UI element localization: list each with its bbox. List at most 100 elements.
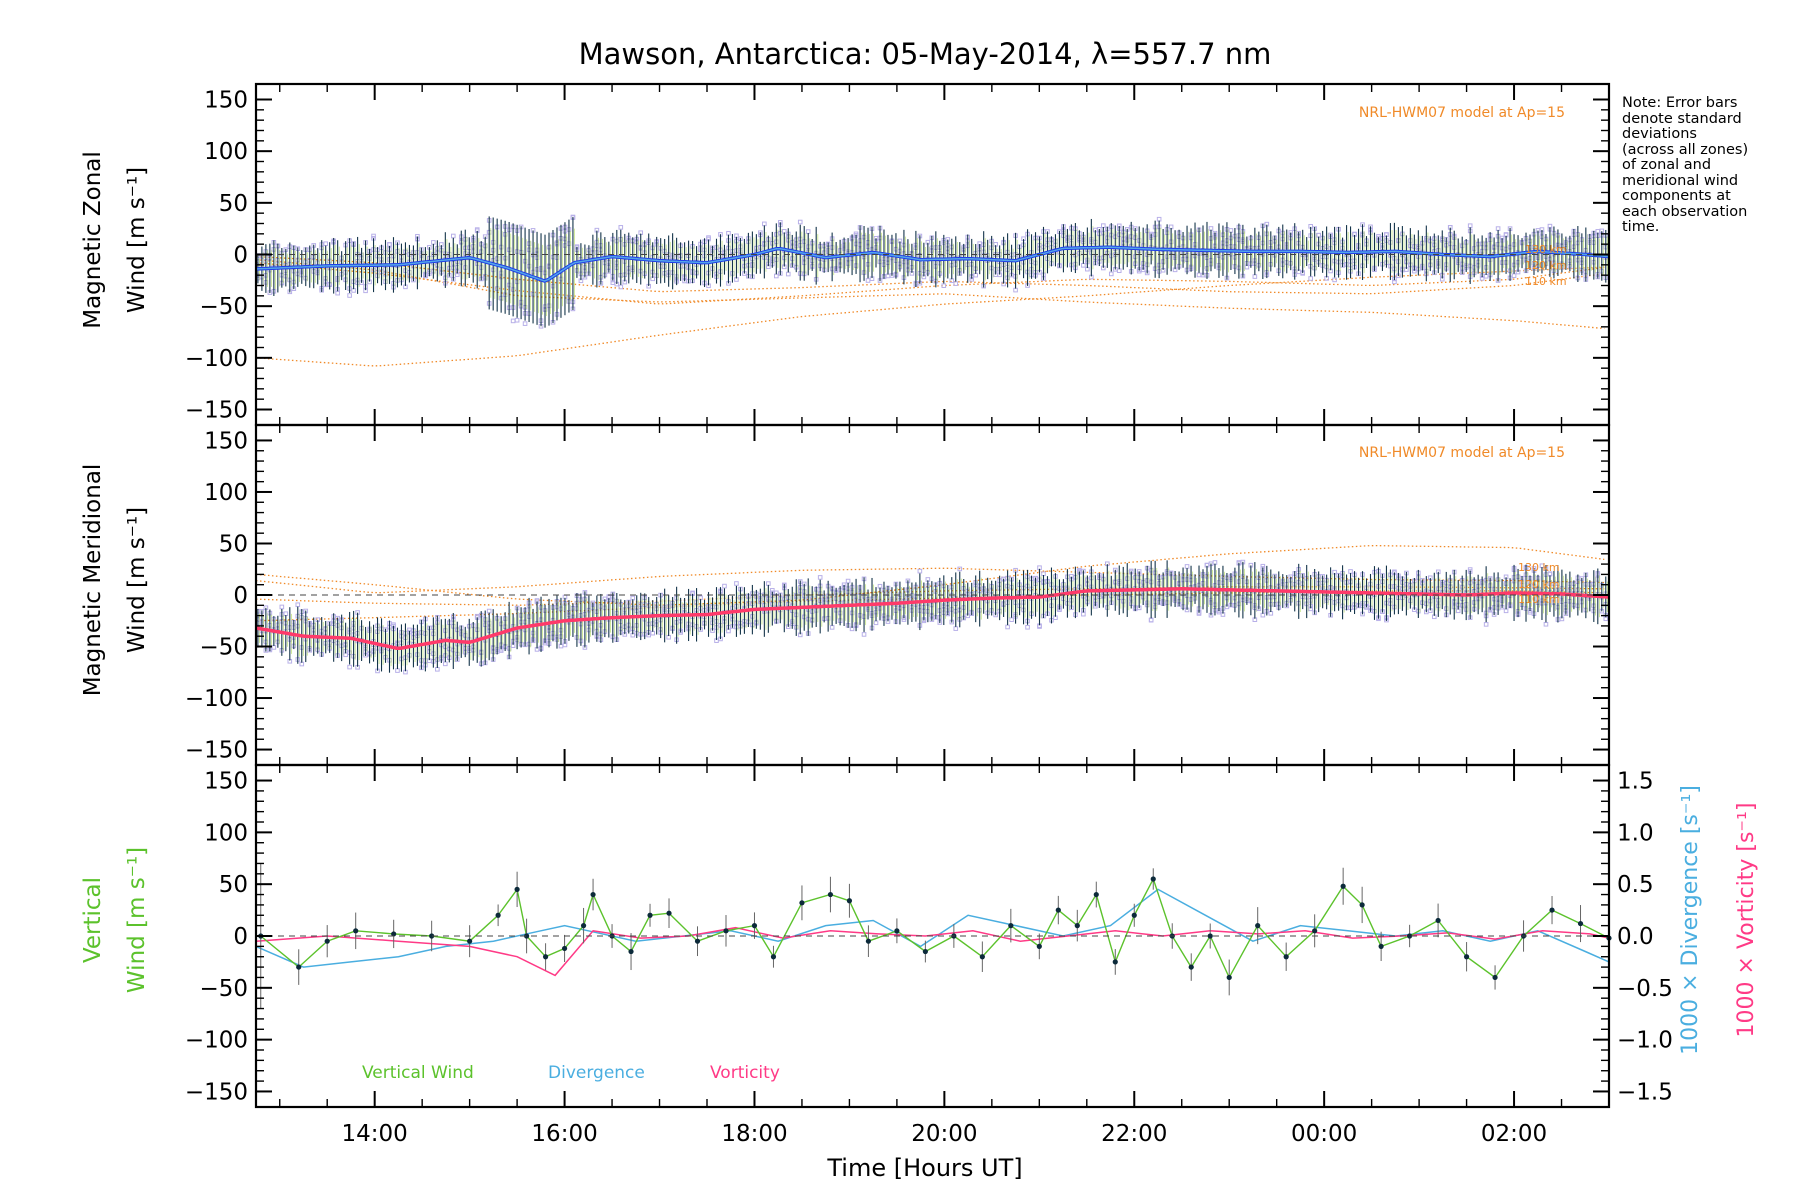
- xtick-label: 22:00: [1101, 1121, 1167, 1147]
- vertical-wind-point: [1340, 883, 1346, 889]
- vertical-wind-point: [296, 964, 302, 970]
- zone-sample-point: [762, 221, 767, 227]
- ytick-label-zonal: −50: [199, 294, 248, 320]
- zone-sample-point: [973, 272, 979, 278]
- note-line: time.: [1622, 219, 1660, 235]
- zone-sample-point: [941, 283, 947, 289]
- vertical-wind-point: [1074, 923, 1080, 929]
- vertical-wind-point: [580, 923, 587, 929]
- zone-sample-point: [1483, 622, 1489, 627]
- zone-sample-point: [805, 229, 811, 234]
- xtick-label: 16:00: [531, 1121, 597, 1147]
- y2tick-label: −1.5: [1617, 1079, 1673, 1105]
- panel-meridional: 150 100 50 0 −50 −100 −150 NRL-HWM07 model at …: [80, 423, 1611, 767]
- zone-sample-point: [1392, 279, 1397, 285]
- model-alt-110-meridional: 110 km: [1518, 593, 1560, 606]
- y2tick-label: 1.0: [1617, 820, 1654, 846]
- zone-sample-point: [351, 288, 356, 293]
- vertical-wind-point: [495, 912, 501, 918]
- zone-sample-point: [618, 225, 624, 230]
- zone-sample-point: [283, 611, 289, 617]
- zone-sample-point: [770, 588, 775, 593]
- model-curve-120km-zonal: [255, 262, 1605, 305]
- zone-sample-point: [726, 628, 731, 634]
- ytick-label-zonal: 100: [204, 139, 248, 165]
- legend-vorticity: Vorticity: [710, 1063, 780, 1083]
- vertical-wind-point: [694, 938, 701, 944]
- ytick-label-meridional: −100: [185, 686, 248, 712]
- ytick-label-vertical: 100: [204, 820, 248, 846]
- ytick-label-vertical: −150: [185, 1079, 248, 1105]
- zone-sample-point: [510, 318, 516, 324]
- zone-sample-point: [474, 227, 480, 232]
- zone-sample-point: [865, 278, 871, 283]
- ylabel-vorticity-text: 1000 × Vorticity [s⁻¹]: [1734, 803, 1759, 1038]
- model-curve-130km-zonal: [255, 259, 1605, 330]
- vertical-wind-point: [894, 928, 900, 934]
- model-alt-120-meridional: 120 km: [1518, 578, 1560, 591]
- zone-sample-point: [1260, 612, 1266, 618]
- note-line: Note: Error bars: [1622, 95, 1738, 111]
- model-curve-110km-zonal: [255, 266, 1605, 367]
- zone-sample-point: [1009, 617, 1014, 622]
- y2tick-label: −1.0: [1617, 1028, 1673, 1054]
- zone-sample-point: [957, 566, 963, 572]
- x-axis-label: Time [Hours UT]: [826, 1154, 1022, 1182]
- model-curve-120km-meridional: [255, 567, 1605, 594]
- zone-sample-point: [1308, 276, 1313, 281]
- zone-sample-point: [1252, 274, 1258, 279]
- vertical-wind-point: [542, 954, 549, 960]
- vertical-wind-point: [1207, 933, 1213, 939]
- zone-sample-point: [785, 271, 791, 277]
- vertical-wind-point: [1549, 907, 1555, 913]
- zone-sample-point: [774, 273, 779, 279]
- divergence-line: [255, 888, 1610, 968]
- note-line: deviations: [1622, 126, 1697, 142]
- vertical-wind-point: [1188, 964, 1194, 970]
- axes-vertical: 150 100 50 0 −50 −100 −150 1.5 1.0 0.5 0.0 −0.5 −1.0…: [185, 763, 1673, 1147]
- vertical-wind-point: [799, 900, 805, 906]
- vertical-wind-point: [1055, 907, 1061, 913]
- legend-divergence: Divergence: [548, 1063, 645, 1083]
- vertical-wind-point: [1435, 917, 1441, 924]
- vertical-wind-point: [353, 928, 359, 934]
- note-line: denote standard: [1622, 110, 1742, 127]
- vertical-wind-point: [979, 954, 985, 960]
- data-layer-meridional: [255, 559, 1609, 675]
- zone-sample-point: [817, 575, 823, 580]
- note-line: components at: [1622, 188, 1731, 204]
- ytick-label-vertical: 0: [233, 924, 248, 950]
- zone-sample-point: [1511, 273, 1517, 278]
- chart-title: Mawson, Antarctica: 05-May-2014, λ=557.7…: [579, 37, 1272, 71]
- zone-sample-point: [885, 273, 891, 279]
- vertical-wind-point: [1036, 943, 1042, 949]
- ytick-label-meridional: 150: [204, 428, 248, 454]
- vertical-wind-point: [1312, 928, 1318, 934]
- ylabel-meridional-line2: Wind [m s⁻¹]: [124, 507, 150, 653]
- zone-sample-point: [1005, 624, 1010, 630]
- ylabel-divergence-text: 1000 × Divergence [s⁻¹]: [1678, 785, 1703, 1055]
- zone-sample-point: [431, 240, 436, 245]
- ylabel-meridional-line1: Magnetic Meridional: [80, 464, 106, 697]
- zone-sample-point: [1196, 272, 1202, 278]
- zone-sample-point: [1332, 277, 1337, 283]
- zone-sample-point: [1467, 223, 1473, 229]
- zone-sample-point: [706, 235, 711, 240]
- ylabel-meridional: Magnetic Meridional Wind [m s⁻¹]: [80, 464, 150, 697]
- vertical-wind-point: [1359, 902, 1365, 908]
- data-layer-vertical: [255, 863, 1612, 1009]
- zone-sample-point: [873, 620, 879, 626]
- vertical-wind-point: [1226, 974, 1232, 981]
- zone-sample-point: [435, 667, 440, 672]
- zone-sample-point: [486, 608, 492, 614]
- vertical-wind-point: [590, 891, 596, 898]
- ytick-label-vertical: −100: [185, 1028, 248, 1054]
- vertical-wind-point: [561, 945, 568, 952]
- vertical-wind-point: [922, 948, 928, 955]
- vertical-wind-point: [770, 954, 777, 960]
- zone-sample-point: [829, 625, 835, 630]
- zone-sample-point: [953, 281, 959, 286]
- model-label-zonal: NRL-HWM07 model at Ap=15: [1359, 105, 1565, 121]
- vertical-wind-point: [524, 933, 530, 939]
- note-box: Note: Error bars denote standard deviati…: [1622, 95, 1794, 236]
